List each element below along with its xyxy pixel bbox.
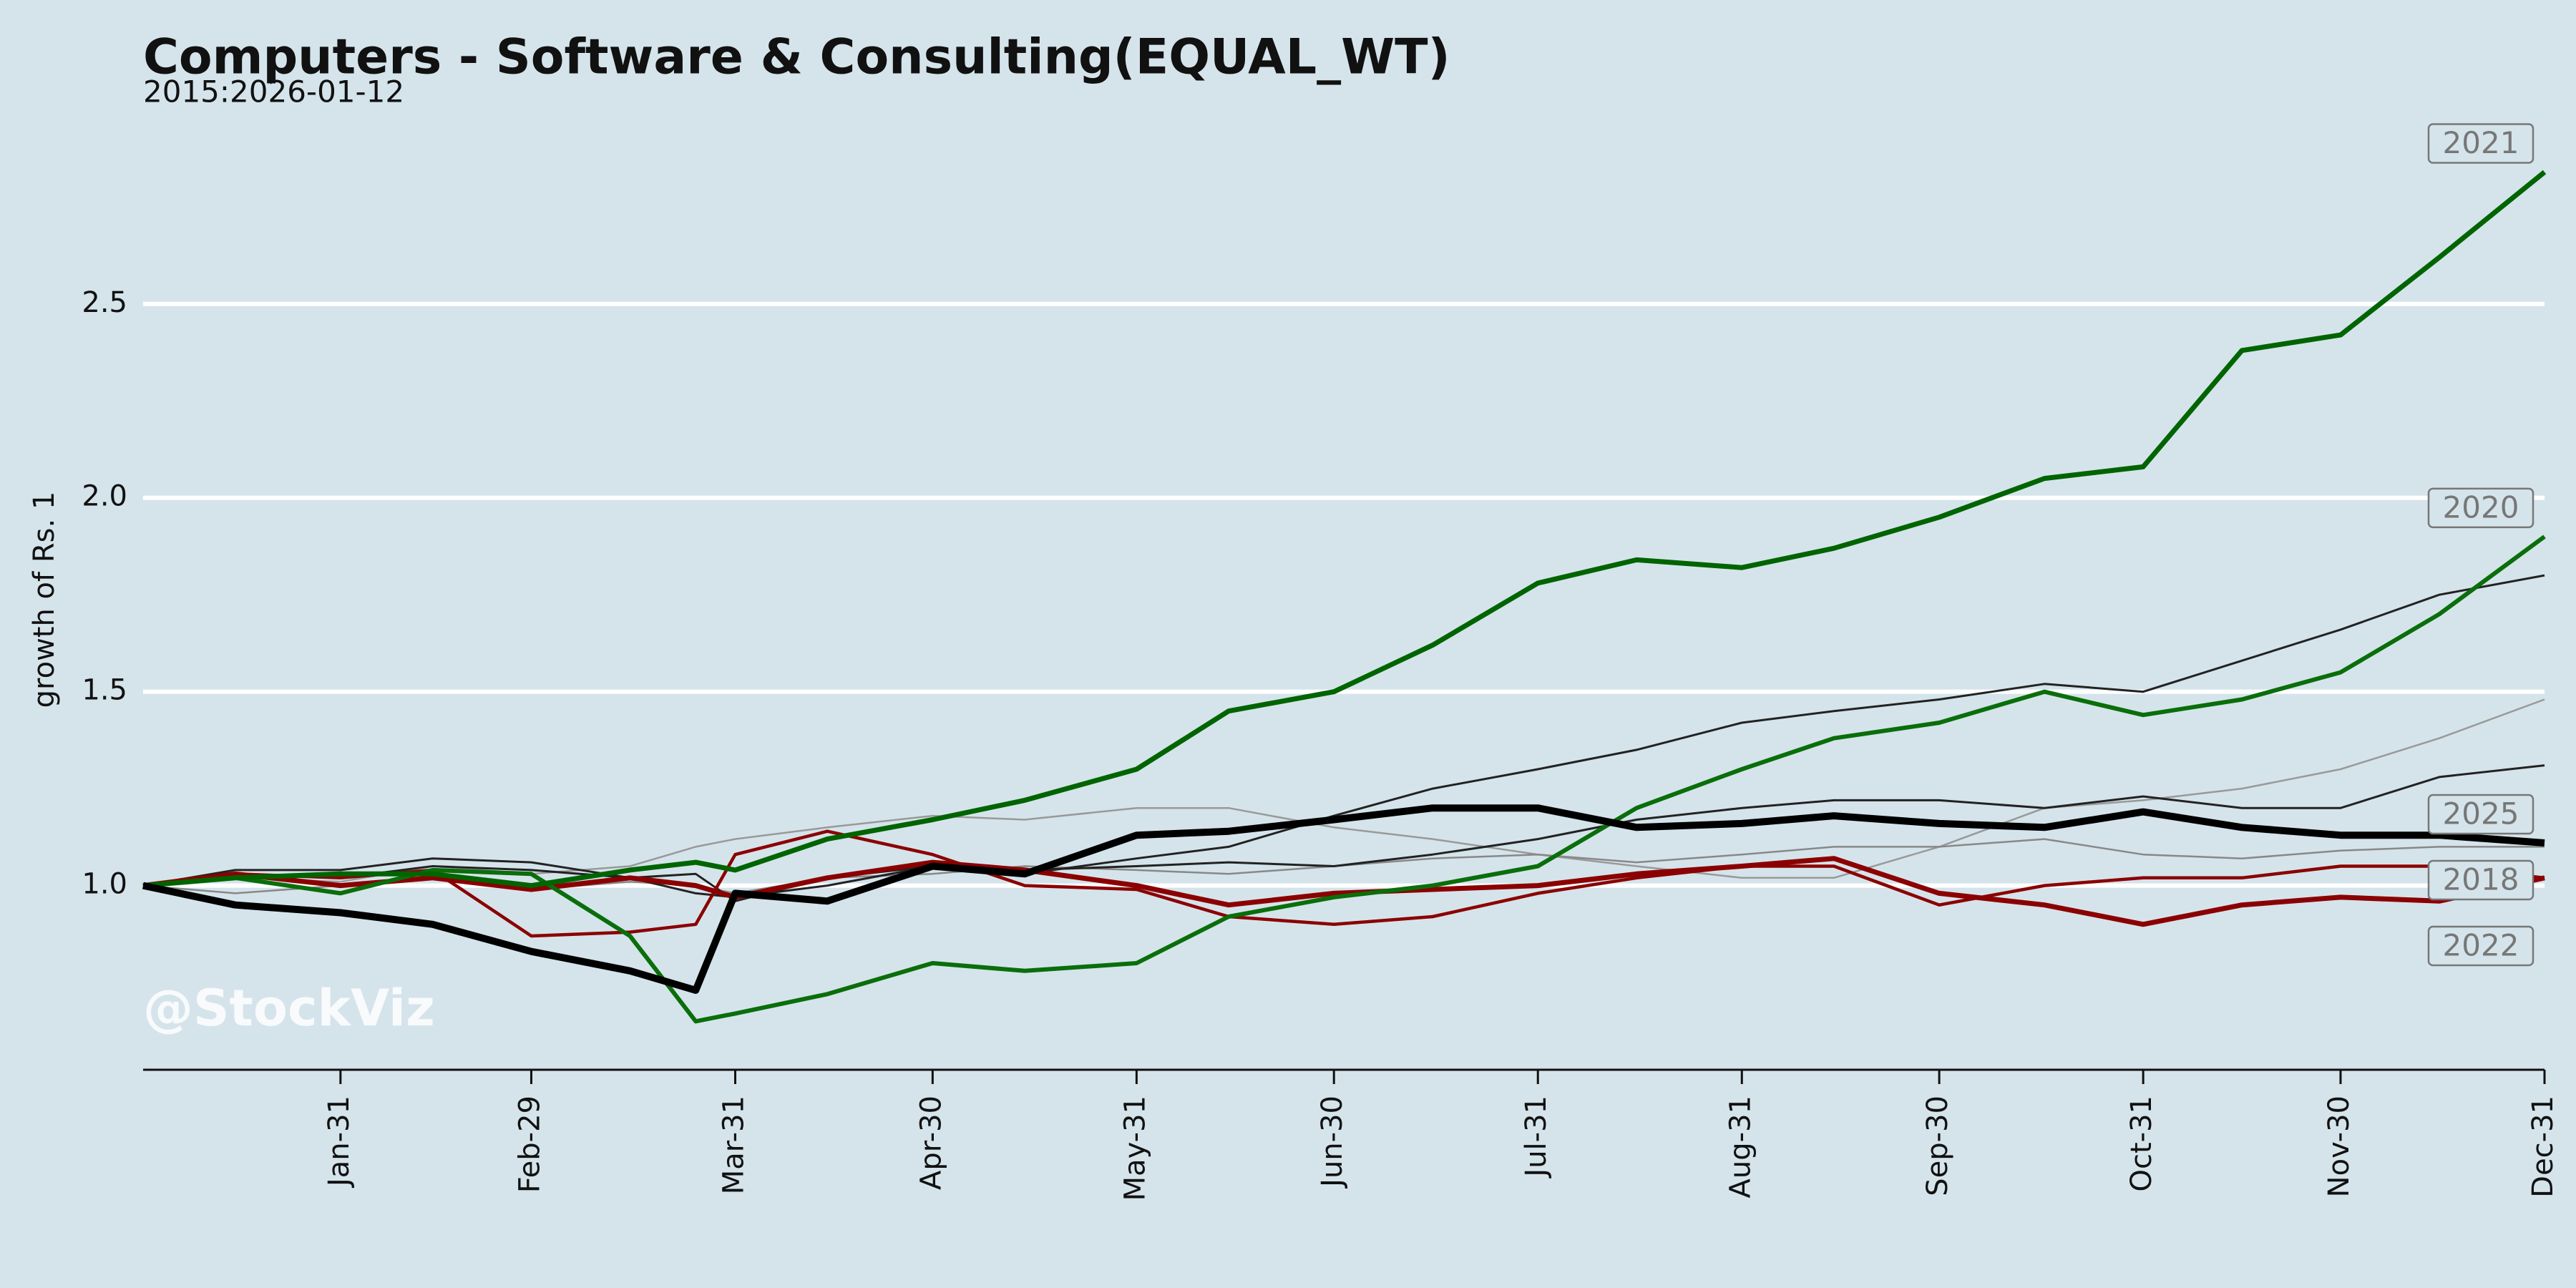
- series-label-box: [2427, 794, 2534, 835]
- y-tick-label: 2.5: [82, 286, 127, 319]
- x-tick-label: May-31: [1118, 1096, 1151, 1201]
- series-label: 2021: [2427, 123, 2534, 164]
- series-label-box: [2427, 925, 2534, 967]
- series-line: [142, 829, 2545, 938]
- watermark: @StockViz: [143, 979, 435, 1038]
- series-line: [142, 764, 2545, 902]
- x-tick-label: Dec-31: [2527, 1096, 2560, 1198]
- series-line: [142, 170, 2547, 889]
- y-tick-label: 1.5: [82, 674, 127, 707]
- series-line: [142, 698, 2545, 887]
- y-axis-label: growth of Rs. 1: [28, 492, 61, 708]
- x-tick-label: Jun-30: [1316, 1096, 1349, 1189]
- series-label: 2020: [2427, 487, 2534, 529]
- series-line: [142, 804, 2545, 994]
- series-line: [142, 574, 2545, 899]
- series-label-box: [2427, 487, 2534, 529]
- series-label-text: 2025: [2443, 796, 2519, 831]
- series-label-text: 2022: [2443, 927, 2519, 962]
- chart-subtitle: 2015:2026-01-12: [143, 74, 404, 109]
- series-label-text: 2020: [2443, 489, 2519, 525]
- x-tick-label: Jan-31: [323, 1096, 356, 1189]
- x-tick-label: Sep-30: [1921, 1096, 1954, 1196]
- x-tick-label: Feb-29: [513, 1096, 546, 1193]
- series-label-text: 2018: [2443, 862, 2519, 897]
- x-tick-label: Nov-30: [2323, 1096, 2356, 1197]
- chart-title: Computers - Software & Consulting(EQUAL_…: [143, 29, 1450, 86]
- y-tick-label: 2.0: [82, 480, 127, 513]
- x-tick-label: Apr-30: [914, 1096, 947, 1190]
- x-tick-label: Aug-31: [1724, 1096, 1757, 1198]
- series-label: 2018: [2427, 859, 2534, 901]
- x-tick-label: Jul-31: [1520, 1096, 1553, 1179]
- x-tick-label: Mar-31: [718, 1096, 751, 1194]
- series-label: 2022: [2427, 925, 2534, 967]
- y-tick-label: 1.0: [82, 868, 127, 901]
- series-label: 2025: [2427, 794, 2534, 835]
- series-label-text: 2021: [2443, 125, 2519, 160]
- series-label-box: [2427, 859, 2534, 901]
- x-tick-label: Oct-31: [2125, 1096, 2158, 1192]
- series-line: [142, 856, 2545, 927]
- series-label-box: [2427, 123, 2534, 164]
